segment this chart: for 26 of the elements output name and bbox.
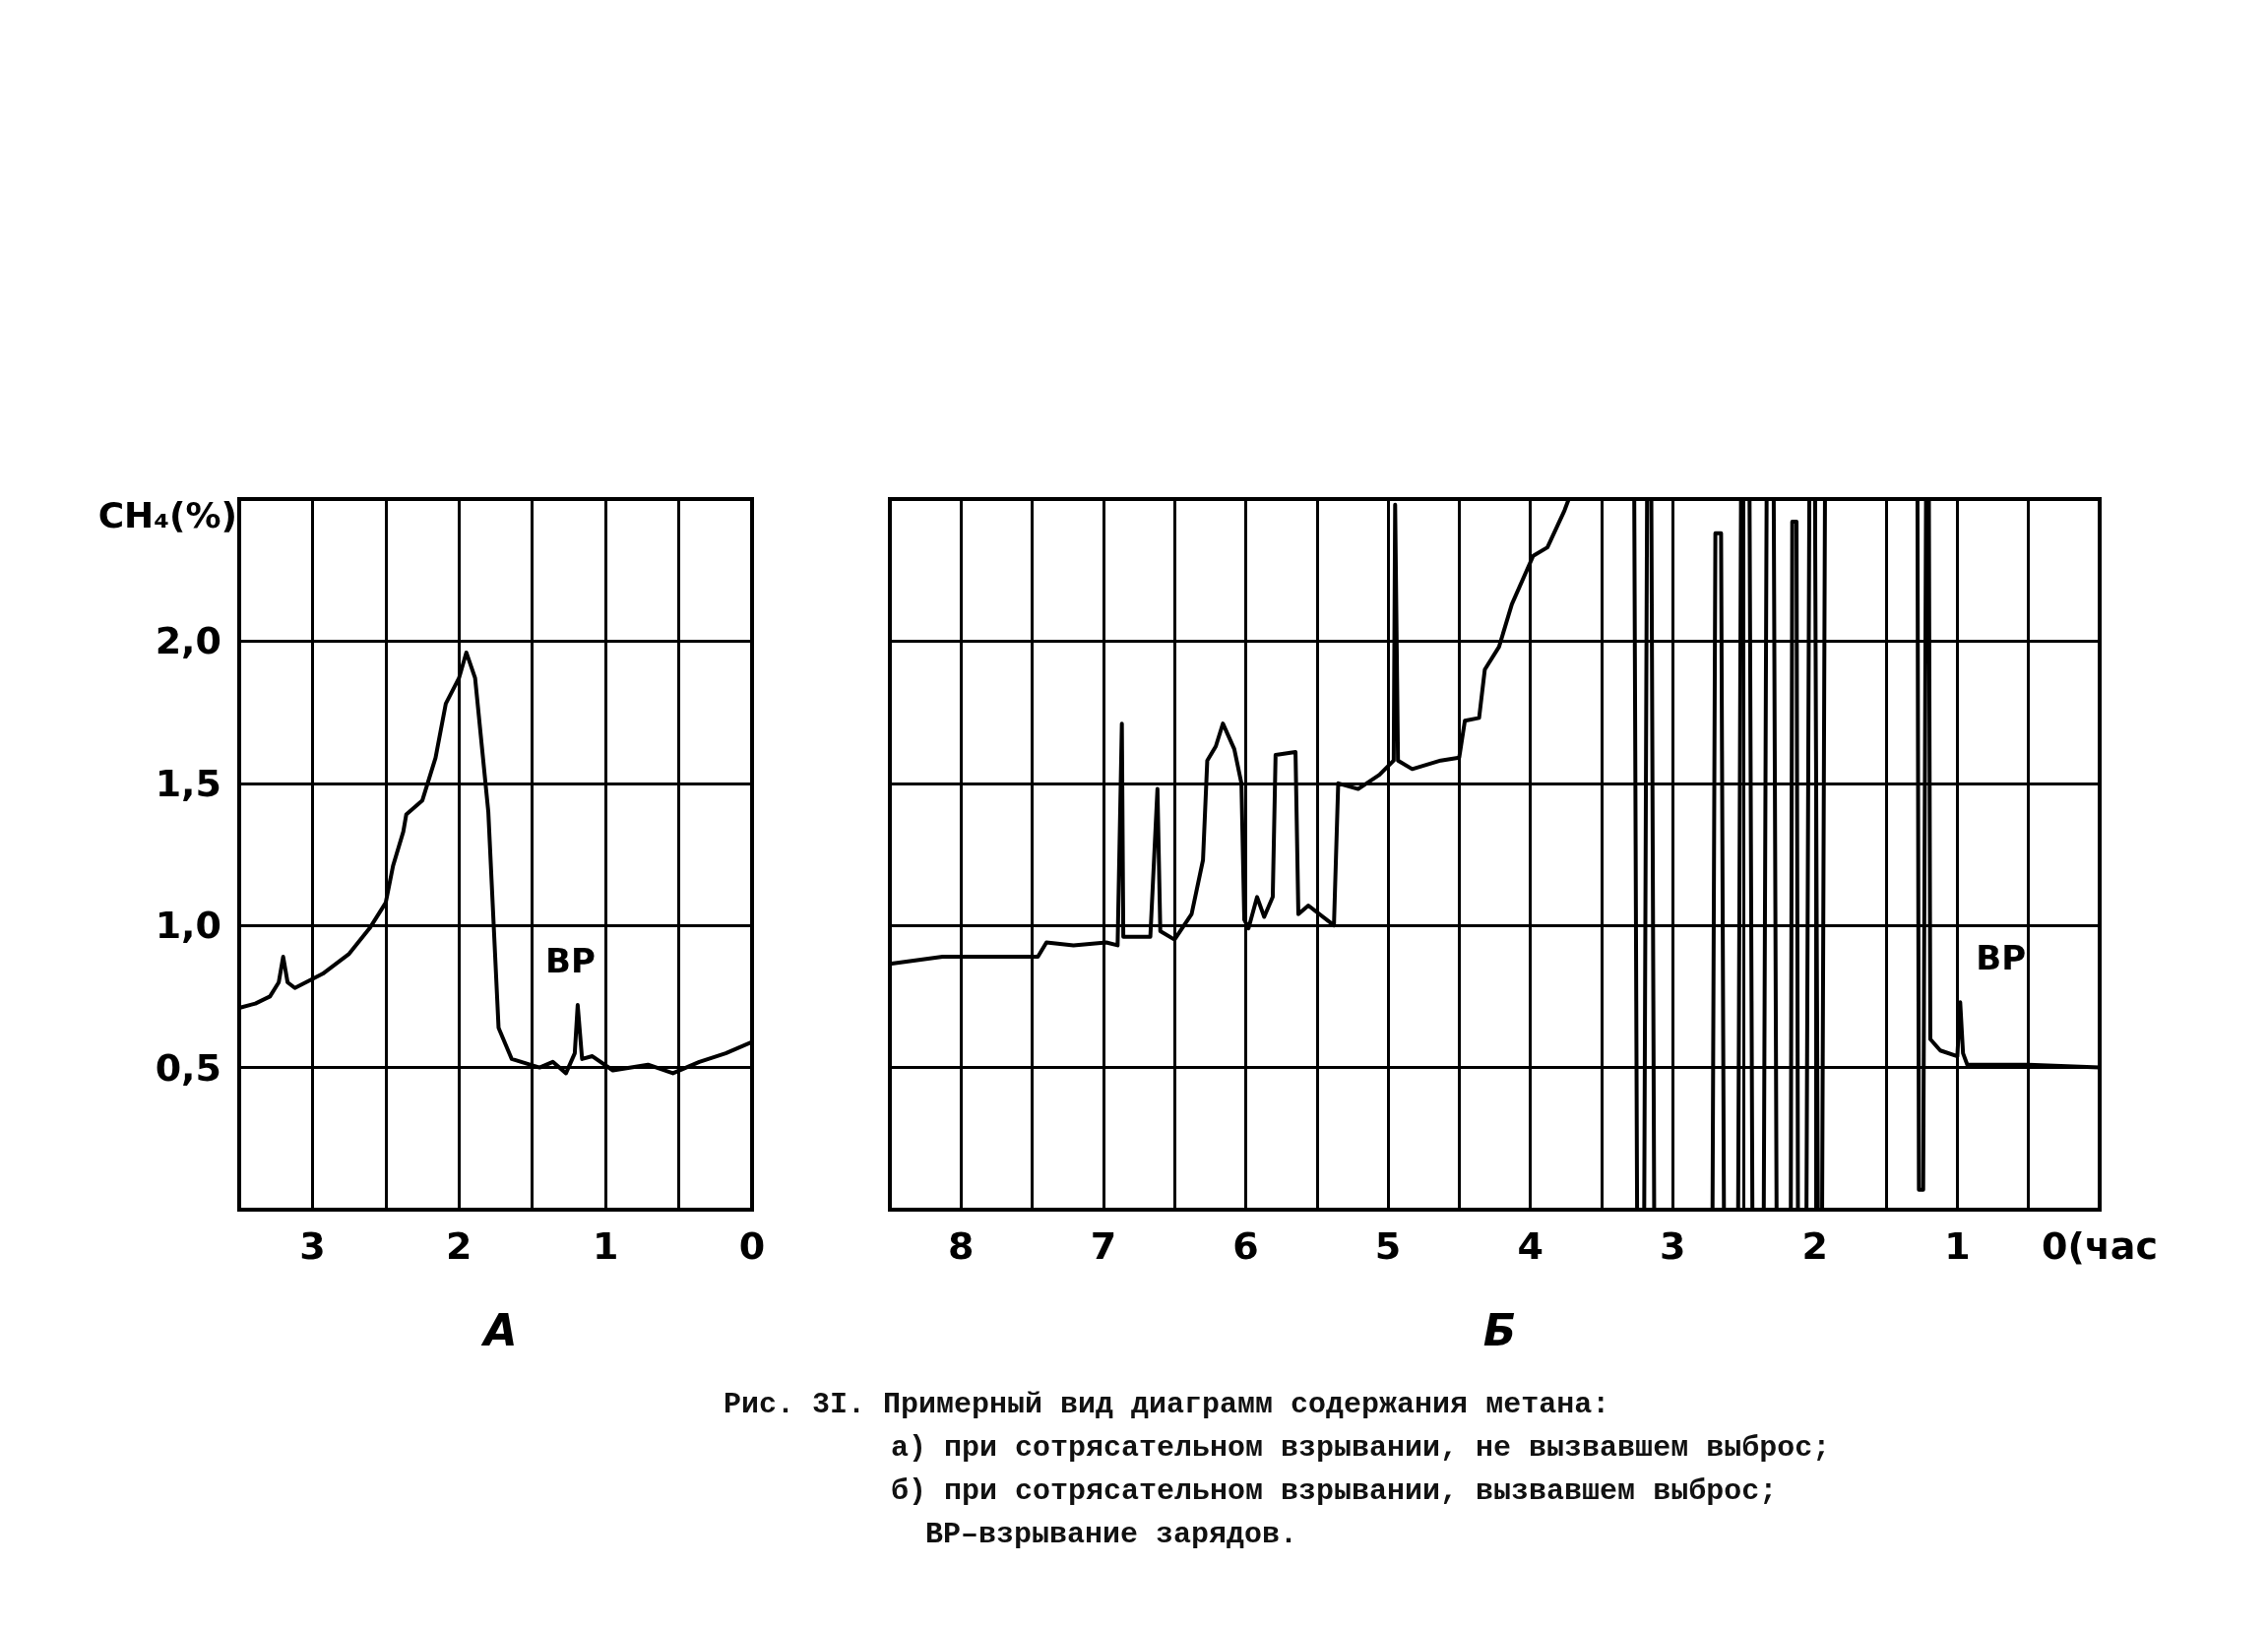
- x-tick-label: 2: [446, 1224, 472, 1268]
- x-tick-label: 7: [1090, 1224, 1117, 1268]
- y-tick-label: 0,5: [155, 1045, 221, 1090]
- annotation: ВР: [545, 941, 596, 981]
- text: ВР–взрывание зарядов.: [924, 1517, 1299, 1553]
- x-tick-label: 0(час: [2041, 1224, 2159, 1268]
- text: б) при сотрясательном взрывании, вызвавшем выброс;: [890, 1473, 1779, 1510]
- x-tick-label: 6: [1232, 1224, 1259, 1268]
- x-tick-label: 3: [1660, 1224, 1686, 1268]
- text: а) при сотрясательном взрывании, не вызвавшем выброс;: [890, 1430, 1831, 1467]
- x-tick-label: 0: [738, 1224, 766, 1268]
- text: А: [480, 1304, 518, 1355]
- annotation: ВР: [1976, 938, 2027, 978]
- x-tick-label: 3: [299, 1224, 326, 1268]
- y-tick-label: 1,5: [155, 761, 221, 805]
- x-tick-label: 5: [1374, 1224, 1402, 1268]
- x-tick-label: 4: [1517, 1224, 1544, 1268]
- x-tick-label: 1: [1944, 1224, 1971, 1268]
- y-axis-title: CH₄(%): [97, 494, 237, 535]
- x-tick-label: 1: [592, 1224, 619, 1268]
- y-tick-label: 2,0: [155, 619, 221, 663]
- x-tick-label: 2: [1801, 1224, 1829, 1268]
- text: Рис. 3I. Примерный вид диаграмм содержания метана:: [724, 1387, 1611, 1423]
- x-tick-label: 8: [948, 1224, 975, 1268]
- text: Б: [1482, 1304, 1517, 1355]
- y-tick-label: 1,0: [155, 904, 221, 948]
